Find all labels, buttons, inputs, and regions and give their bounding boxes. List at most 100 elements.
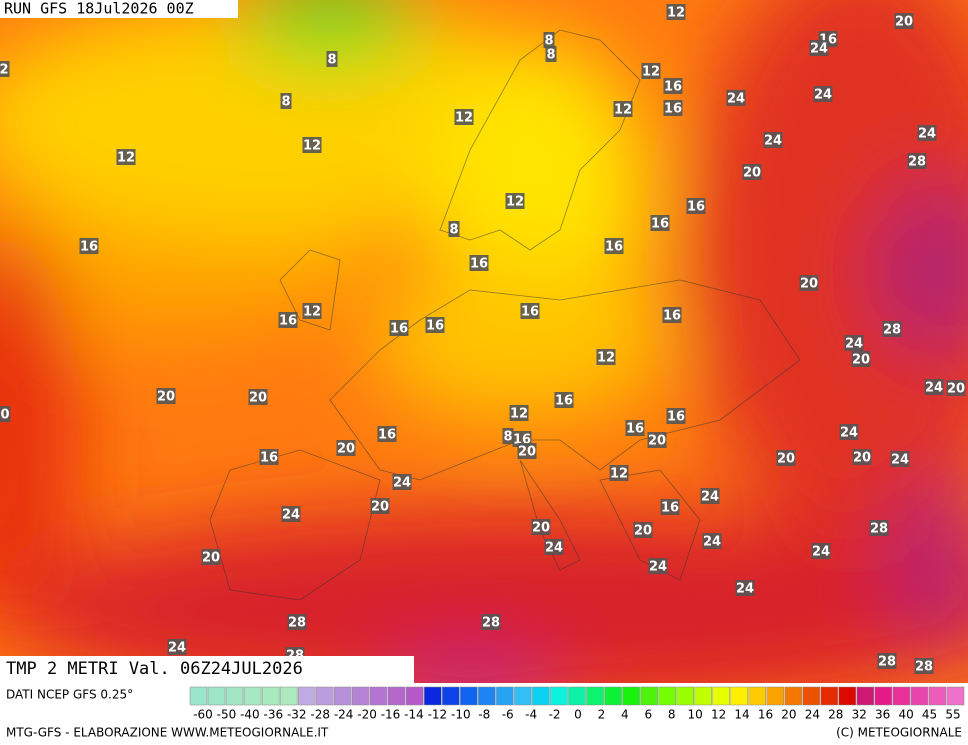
footer-right: (C) METEOGIORNALE: [836, 726, 962, 740]
isotherm-label: 20: [800, 277, 818, 292]
isotherm-label: 20: [157, 390, 175, 405]
label-box: [813, 86, 833, 102]
label-box: [0, 406, 11, 422]
isotherm-label: 24: [393, 476, 411, 491]
scale-label: 32: [852, 708, 867, 722]
isotherm-label: 24: [701, 490, 719, 505]
isotherm-label: 16: [470, 257, 488, 272]
label-box: [370, 498, 390, 514]
isotherm-label: 24: [168, 641, 186, 656]
isotherm-label: 12: [667, 6, 685, 21]
color-swatch: [225, 686, 244, 706]
isotherm-label: 24: [545, 541, 563, 556]
label-box: [502, 428, 514, 444]
label-box: [248, 389, 268, 405]
isotherm-label: 24: [925, 381, 943, 396]
label-box: [509, 405, 529, 421]
isotherm-label: 8: [546, 48, 555, 63]
label-box: [763, 132, 783, 148]
color-bar: -60 -50 -40 -36 -32 -28 -24 -20 -16 -14 -12 -10 -8 -6…: [189, 686, 965, 722]
label-box: [890, 451, 910, 467]
isotherm-label: 16: [651, 217, 669, 232]
isotherm-label: 16: [521, 305, 539, 320]
color-swatch: [243, 686, 262, 706]
scale-label: 24: [805, 708, 820, 722]
isotherm-label: 16: [390, 322, 408, 337]
isotherm-label: 12: [506, 195, 524, 210]
isotherm-label: 20: [532, 521, 550, 536]
isotherm-label: 20: [648, 434, 666, 449]
isotherm-label: 8: [503, 430, 512, 445]
label-box: [869, 520, 889, 536]
isotherm-label: 20: [743, 166, 761, 181]
isotherm-label: 24: [840, 426, 858, 441]
label-box: [742, 164, 762, 180]
color-swatch: [261, 686, 280, 706]
label-box: [156, 388, 176, 404]
data-source: DATI NCEP GFS 0.25°: [6, 688, 133, 702]
color-swatch: [856, 686, 875, 706]
label-box: [425, 317, 445, 333]
isotherm-label: 16: [80, 240, 98, 255]
isotherm-label: 28: [883, 323, 901, 338]
label-box: [545, 46, 557, 62]
label-box: [666, 4, 686, 20]
color-swatch: [604, 686, 622, 706]
color-swatch: [820, 686, 839, 706]
label-box: [946, 380, 966, 396]
isotherm-label: 24: [649, 560, 667, 575]
scale-label: -28: [310, 708, 330, 722]
color-swatch: [315, 686, 334, 706]
isotherm-label: 2: [0, 63, 9, 78]
color-swatch: [424, 686, 442, 706]
scale-label: 14: [734, 708, 749, 722]
label-box: [520, 303, 540, 319]
isotherm-label: 8: [281, 95, 290, 110]
label-box: [481, 614, 501, 630]
label-box: [907, 153, 927, 169]
isotherm-label: 28: [908, 155, 926, 170]
isotherm-label: 20: [634, 524, 652, 539]
isotherm-label: 24: [814, 88, 832, 103]
label-box: [882, 321, 902, 337]
label-box: [167, 639, 187, 655]
isotherm-label: 28: [482, 616, 500, 631]
scale-label: -12: [428, 708, 448, 722]
label-box: [914, 658, 934, 674]
label-box: [554, 392, 574, 408]
run-header: RUN GFS 18Jul2026 00Z: [4, 0, 194, 18]
scale-label: 55: [945, 708, 960, 722]
label-box: [700, 488, 720, 504]
scale-label: -24: [334, 708, 354, 722]
color-swatch: [586, 686, 604, 706]
isotherm-label: 24: [810, 42, 828, 57]
label-box: [852, 449, 872, 465]
label-box: [604, 238, 624, 254]
color-swatch: [189, 686, 208, 706]
scale-label: -32: [287, 708, 307, 722]
isotherm-label: 8: [449, 223, 458, 238]
scale-label: 45: [922, 708, 937, 722]
color-swatch: [712, 686, 730, 706]
isotherm-label: 12: [303, 305, 321, 320]
label-box: [281, 506, 301, 522]
scale-label: -10: [451, 708, 471, 722]
color-swatch: [460, 686, 478, 706]
isotherm-label: 24: [918, 127, 936, 142]
color-swatch: [369, 686, 388, 706]
isotherm-label: 24: [764, 134, 782, 149]
label-box: [776, 450, 796, 466]
label-box: [517, 443, 537, 459]
label-box: [811, 543, 831, 559]
label-box: [809, 40, 829, 56]
label-box: [609, 465, 629, 481]
isotherm-label: 24: [891, 453, 909, 468]
isotherm-label: 16: [664, 102, 682, 117]
isotherm-label: 20: [895, 15, 913, 30]
label-box: [924, 379, 944, 395]
label-box: [326, 51, 338, 67]
color-swatch: [207, 686, 226, 706]
label-box: [633, 522, 653, 538]
